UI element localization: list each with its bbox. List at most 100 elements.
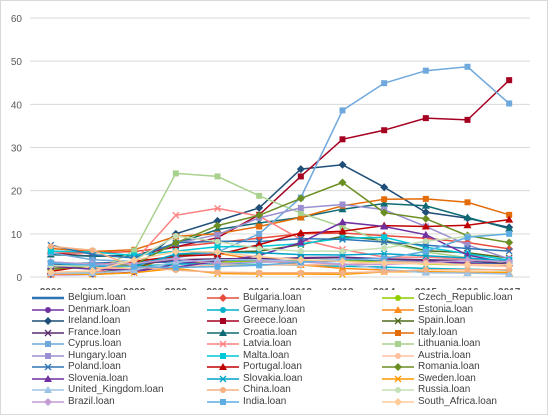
data-point [44,363,52,371]
legend-label: Slovakia.loan [243,372,303,384]
legend-swatch [382,341,414,347]
series-south-africa-loan [46,247,514,277]
legend-label: Lithuania.loan [418,338,481,349]
legend-label: Denmark.loan [68,303,131,315]
legend-swatch [32,363,64,371]
x-tick-label: 2016 [456,287,479,290]
x-tick-label: 2009 [165,287,188,290]
data-point [505,224,514,232]
data-point [381,255,388,262]
legend-label: Latvia.loan [243,338,292,349]
data-point [297,269,304,276]
legend-swatch [32,341,64,347]
data-point [463,221,472,229]
legend-label: Greece.loan [243,315,298,326]
data-point [214,269,221,276]
data-point [131,247,138,254]
data-point [219,328,227,336]
data-point [380,208,389,217]
legend-label: Bulgaria.loan [243,292,302,303]
data-point [464,63,471,70]
data-point [296,228,305,236]
data-point [213,216,222,225]
legend-swatch [382,329,414,336]
data-point [339,248,346,255]
data-point [45,341,51,347]
legend-swatch [382,387,414,393]
data-point [506,77,513,84]
data-point [44,397,52,406]
legend-label: Romania.loan [418,361,480,372]
data-point [380,238,388,246]
legend-label: Estonia.loan [418,303,474,315]
data-point [338,257,347,266]
data-point [338,227,347,235]
data-point [256,245,263,252]
data-point [506,211,513,218]
data-point [381,245,388,252]
data-point [297,214,304,221]
data-point [45,352,51,359]
data-point [339,235,346,242]
data-point [421,259,430,268]
data-point [339,223,346,230]
data-point [220,318,226,324]
data-point [213,221,222,230]
data-point [394,397,402,406]
data-point [464,199,471,206]
data-point [172,264,179,271]
data-point [395,387,401,393]
legend-label: Spain.loan [418,315,466,326]
data-point [422,67,429,74]
legend-swatch [207,340,239,348]
data-point [255,203,264,212]
data-point [44,317,52,325]
data-point [380,183,389,192]
legend-label: China.loan [243,384,291,395]
series-line [50,258,510,275]
data-point [47,259,54,266]
data-point [220,352,226,359]
x-tick-label: 2011 [248,287,270,290]
data-point [297,204,304,211]
data-point [422,195,429,202]
legend-swatch [207,306,239,313]
data-point [463,260,472,269]
legend-swatch [207,328,239,336]
legend-label: Slovenia.loan [68,372,129,384]
data-point [220,398,226,405]
series-line [50,267,510,276]
data-point [220,306,226,313]
data-point [422,244,429,251]
legend-label: Ireland.loan [68,315,121,326]
data-point [219,340,227,348]
data-point [214,204,221,212]
data-point [506,266,513,273]
legend-label: Sweden.loan [418,372,476,384]
x-tick-label: 2006 [40,287,63,290]
data-point [214,231,221,238]
data-point [256,262,263,269]
legend-swatch [382,295,414,301]
data-point [256,192,263,199]
legend-label: Austria.loan [418,349,471,361]
x-tick-label: 2017 [498,287,521,290]
data-point [44,386,52,393]
data-point [172,232,179,239]
legend-swatch [207,318,239,324]
data-point [296,194,305,203]
data-point [255,211,264,220]
legend-swatch [207,387,239,393]
data-point [219,375,227,382]
data-point [394,363,402,371]
data-point [256,223,263,230]
data-point [395,352,401,359]
legend-swatch [382,397,414,406]
series-line [50,250,510,274]
data-point [422,248,429,255]
legend-swatch [32,329,64,336]
data-point [338,160,347,169]
legend-label: India.loan [243,395,287,407]
legend-swatch [382,305,414,313]
